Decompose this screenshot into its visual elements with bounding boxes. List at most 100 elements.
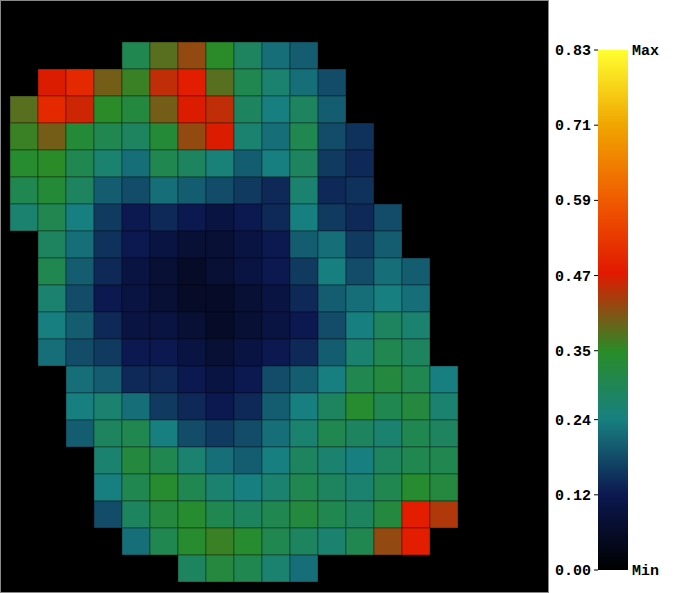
cell <box>122 312 150 339</box>
colorbar-tick-label: 0.12 <box>555 488 591 505</box>
render-area <box>1 1 549 593</box>
cell <box>206 312 234 339</box>
cell <box>262 96 290 123</box>
cell <box>290 150 318 177</box>
cell <box>66 231 94 258</box>
cell <box>206 69 234 96</box>
cell <box>374 285 402 312</box>
cell <box>94 231 122 258</box>
cell <box>206 447 234 474</box>
cell <box>262 285 290 312</box>
cell <box>122 150 150 177</box>
cell <box>234 258 262 285</box>
cell <box>178 474 206 501</box>
cell <box>122 420 150 447</box>
cell <box>206 393 234 420</box>
cell <box>94 123 122 150</box>
cell <box>122 501 150 528</box>
cell <box>430 366 458 393</box>
cell <box>346 312 374 339</box>
cell <box>262 366 290 393</box>
cell <box>150 123 178 150</box>
cell <box>234 285 262 312</box>
cell <box>150 312 178 339</box>
cell <box>150 366 178 393</box>
cell <box>234 123 262 150</box>
cell <box>234 447 262 474</box>
cell <box>290 474 318 501</box>
cell <box>206 528 234 555</box>
cell <box>178 420 206 447</box>
cell <box>290 501 318 528</box>
cell <box>10 123 38 150</box>
cell <box>206 258 234 285</box>
colorbar-tick <box>594 494 598 495</box>
cell <box>94 177 122 204</box>
cell <box>290 177 318 204</box>
cell <box>10 177 38 204</box>
cell <box>150 258 178 285</box>
cell <box>234 501 262 528</box>
cell <box>374 339 402 366</box>
cell <box>122 96 150 123</box>
cell <box>150 42 178 69</box>
cell <box>38 150 66 177</box>
colorbar-tick <box>594 570 598 571</box>
cell <box>66 339 94 366</box>
cell <box>94 339 122 366</box>
cell <box>94 501 122 528</box>
cell <box>374 447 402 474</box>
cell <box>290 528 318 555</box>
cell <box>346 501 374 528</box>
cell <box>94 258 122 285</box>
cell <box>262 447 290 474</box>
cell <box>262 420 290 447</box>
cell <box>122 204 150 231</box>
cell <box>402 312 430 339</box>
cell <box>178 555 206 582</box>
cell <box>178 69 206 96</box>
cell <box>178 528 206 555</box>
cell <box>234 42 262 69</box>
cell <box>178 393 206 420</box>
cell <box>234 339 262 366</box>
cell <box>66 420 94 447</box>
cell <box>150 231 178 258</box>
cell <box>122 69 150 96</box>
cell <box>122 474 150 501</box>
cell <box>178 312 206 339</box>
cell <box>318 474 346 501</box>
cell <box>234 312 262 339</box>
cell <box>430 420 458 447</box>
cell <box>94 69 122 96</box>
cell <box>318 231 346 258</box>
background <box>0 0 700 593</box>
cell <box>262 177 290 204</box>
cell <box>150 177 178 204</box>
cell <box>402 366 430 393</box>
cell <box>38 339 66 366</box>
cell <box>262 42 290 69</box>
cell <box>38 258 66 285</box>
cell <box>290 312 318 339</box>
cell <box>290 69 318 96</box>
cell <box>178 150 206 177</box>
cell <box>150 96 178 123</box>
cell <box>262 204 290 231</box>
cell <box>346 528 374 555</box>
cell <box>66 123 94 150</box>
min-label: Min <box>632 563 659 580</box>
cell <box>206 474 234 501</box>
cell <box>402 339 430 366</box>
cell <box>94 474 122 501</box>
cell <box>318 393 346 420</box>
cell <box>402 285 430 312</box>
cell <box>430 447 458 474</box>
colorbar-tick <box>594 125 598 126</box>
colorbar-tick-label: 0.71 <box>555 118 591 135</box>
cell <box>318 150 346 177</box>
cell <box>318 177 346 204</box>
cell <box>262 69 290 96</box>
chart: 0.000.120.240.350.470.590.710.83MaxMin <box>0 0 700 593</box>
cell <box>318 366 346 393</box>
